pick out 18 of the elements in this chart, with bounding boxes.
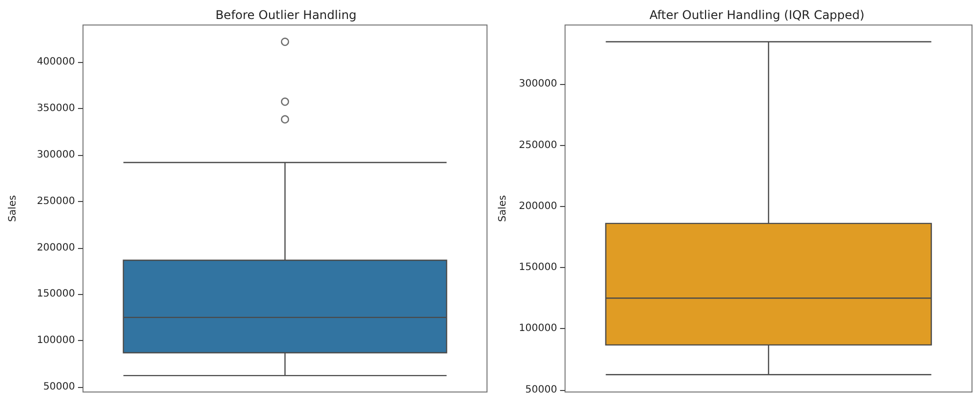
y-tick-label: 100000 bbox=[518, 323, 558, 334]
y-axis-title: Sales bbox=[498, 195, 508, 222]
y-tick-label: 350000 bbox=[36, 103, 75, 114]
y-tick-label: 200000 bbox=[36, 242, 75, 254]
y-axis-title: Sales bbox=[8, 195, 18, 222]
y-tick-label: 400000 bbox=[36, 56, 75, 68]
chart-title: Before Outlier Handling bbox=[215, 8, 357, 22]
y-tick-label: 150000 bbox=[36, 288, 75, 300]
y-tick-label: 250000 bbox=[36, 196, 75, 207]
y-tick-label: 150000 bbox=[518, 262, 558, 274]
y-tick-label: 250000 bbox=[518, 140, 558, 151]
y-tick-label: 300000 bbox=[36, 149, 75, 160]
y-tick-label: 200000 bbox=[518, 200, 558, 212]
y-tick-label: 300000 bbox=[518, 78, 558, 90]
y-tick-label: 50000 bbox=[43, 382, 75, 393]
chart-title: After Outlier Handling (IQR Capped) bbox=[650, 8, 864, 22]
y-tick-label: 50000 bbox=[525, 384, 558, 396]
y-tick-label: 100000 bbox=[36, 335, 75, 346]
